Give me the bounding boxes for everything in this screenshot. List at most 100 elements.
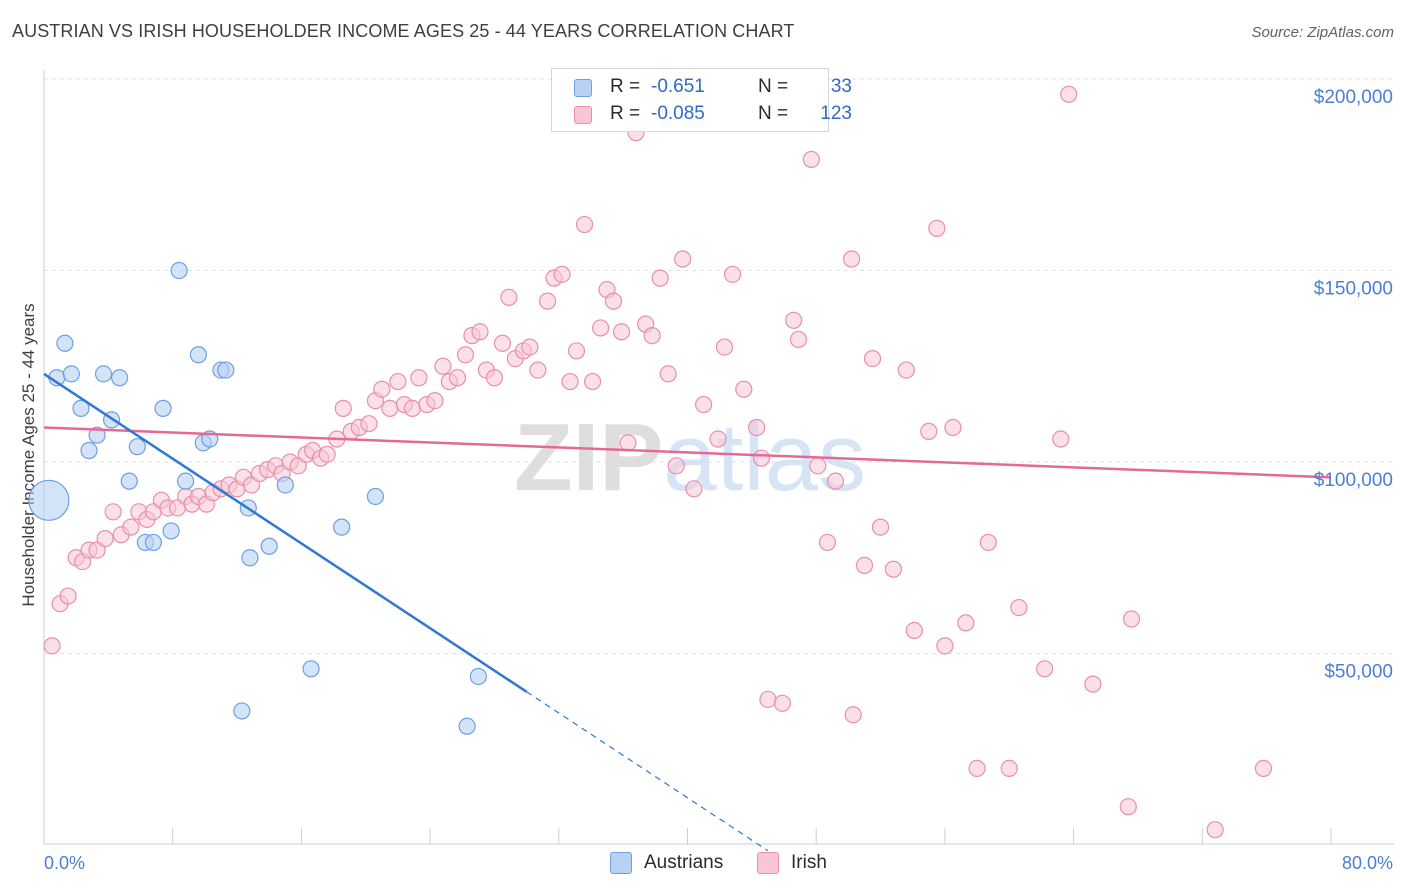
austrian-point[interactable] xyxy=(333,518,351,536)
irish-point[interactable] xyxy=(863,349,882,368)
irish-point[interactable] xyxy=(748,418,766,437)
irish-point[interactable] xyxy=(1052,430,1070,448)
irish-point[interactable] xyxy=(968,759,986,778)
irish-point[interactable] xyxy=(389,372,407,391)
irish-point[interactable] xyxy=(979,533,997,552)
irish-point[interactable] xyxy=(538,292,557,310)
austrian-point[interactable] xyxy=(94,365,113,383)
irish-point[interactable] xyxy=(59,587,77,605)
irish-point[interactable] xyxy=(855,556,874,575)
irish-point[interactable] xyxy=(553,265,571,283)
irish-point[interactable] xyxy=(567,342,586,360)
irish-point[interactable] xyxy=(592,319,610,337)
irish-point[interactable] xyxy=(529,361,547,379)
irish-point[interactable] xyxy=(651,269,669,287)
austrian-point[interactable] xyxy=(56,334,74,352)
irish-point[interactable] xyxy=(583,372,602,391)
irish-point[interactable] xyxy=(318,445,336,463)
irish-point[interactable] xyxy=(434,357,452,375)
irish-point[interactable] xyxy=(789,330,808,349)
austrian-point[interactable] xyxy=(80,441,98,460)
irish-point[interactable] xyxy=(685,480,703,498)
austrian-point[interactable] xyxy=(458,717,476,735)
irish-point[interactable] xyxy=(1119,798,1137,816)
irish-point[interactable] xyxy=(575,215,594,234)
irish-point[interactable] xyxy=(709,430,727,448)
austrian-point[interactable] xyxy=(217,361,235,379)
irish-point[interactable] xyxy=(826,472,845,490)
austrian-point[interactable] xyxy=(233,702,251,720)
irish-point[interactable] xyxy=(96,529,114,548)
austrian-point[interactable] xyxy=(176,472,195,490)
irish-point[interactable] xyxy=(1010,598,1028,617)
austrian-point[interactable] xyxy=(302,660,320,678)
irish-point[interactable] xyxy=(905,621,923,640)
irish-point[interactable] xyxy=(373,380,391,398)
irish-point[interactable] xyxy=(1036,660,1054,678)
irish-point[interactable] xyxy=(619,434,637,452)
irish-point[interactable] xyxy=(456,346,475,364)
irish-point[interactable] xyxy=(844,706,862,724)
austrian-point[interactable] xyxy=(162,522,180,540)
irish-point[interactable] xyxy=(360,415,378,433)
irish-point[interactable] xyxy=(957,614,975,632)
austrian-point[interactable] xyxy=(170,261,188,280)
austrian-point[interactable] xyxy=(260,537,278,555)
austrian-point[interactable] xyxy=(111,369,129,387)
irish-point[interactable] xyxy=(715,338,734,356)
irish-point[interactable] xyxy=(897,361,915,379)
irish-point[interactable] xyxy=(448,369,467,387)
irish-point[interactable] xyxy=(403,399,422,417)
austrian-point[interactable] xyxy=(144,533,162,552)
legend-item-irish[interactable]: Irish xyxy=(757,852,827,874)
irish-point[interactable] xyxy=(643,327,661,345)
irish-point[interactable] xyxy=(936,637,954,655)
irish-point[interactable] xyxy=(667,457,685,475)
irish-point[interactable] xyxy=(381,399,399,417)
irish-point[interactable] xyxy=(928,219,946,237)
austrian-point[interactable] xyxy=(62,365,80,383)
irish-point[interactable] xyxy=(773,694,792,712)
austrian-point[interactable] xyxy=(88,426,106,444)
irish-point[interactable] xyxy=(735,380,753,398)
irish-point[interactable] xyxy=(759,690,777,709)
austrian-point[interactable] xyxy=(120,472,138,490)
austrian-point[interactable] xyxy=(276,476,294,494)
irish-point[interactable] xyxy=(104,503,122,521)
irish-point[interactable] xyxy=(723,265,742,283)
irish-point[interactable] xyxy=(561,372,579,391)
irish-point[interactable] xyxy=(500,288,518,306)
irish-point[interactable] xyxy=(43,637,61,655)
irish-point[interactable] xyxy=(752,449,771,467)
irish-point[interactable] xyxy=(694,395,713,414)
irish-point[interactable] xyxy=(122,518,140,536)
irish-point[interactable] xyxy=(785,311,803,329)
austrian-point[interactable] xyxy=(154,399,172,417)
irish-point[interactable] xyxy=(818,533,837,552)
irish-point[interactable] xyxy=(471,323,489,341)
austrian-point[interactable] xyxy=(128,438,146,456)
irish-point[interactable] xyxy=(410,369,428,387)
irish-point[interactable] xyxy=(1122,610,1141,628)
irish-point[interactable] xyxy=(1084,675,1102,693)
irish-point[interactable] xyxy=(871,518,890,536)
austrian-point[interactable] xyxy=(189,346,208,364)
austrian-point[interactable] xyxy=(366,487,385,506)
irish-point[interactable] xyxy=(1254,759,1273,778)
irish-point[interactable] xyxy=(809,457,827,475)
irish-point[interactable] xyxy=(920,422,938,440)
irish-point[interactable] xyxy=(612,323,631,341)
irish-point[interactable] xyxy=(884,560,903,578)
irish-point[interactable] xyxy=(1206,821,1224,839)
irish-point[interactable] xyxy=(485,369,504,387)
austrian-point[interactable] xyxy=(469,667,487,686)
irish-point[interactable] xyxy=(1000,759,1018,778)
irish-point[interactable] xyxy=(944,418,962,437)
irish-point[interactable] xyxy=(426,392,444,410)
irish-point[interactable] xyxy=(521,338,539,356)
austrian-point[interactable] xyxy=(28,479,70,521)
irish-point[interactable] xyxy=(659,365,677,383)
irish-point[interactable] xyxy=(1060,85,1078,103)
irish-point[interactable] xyxy=(802,150,820,169)
irish-point[interactable] xyxy=(334,399,352,417)
